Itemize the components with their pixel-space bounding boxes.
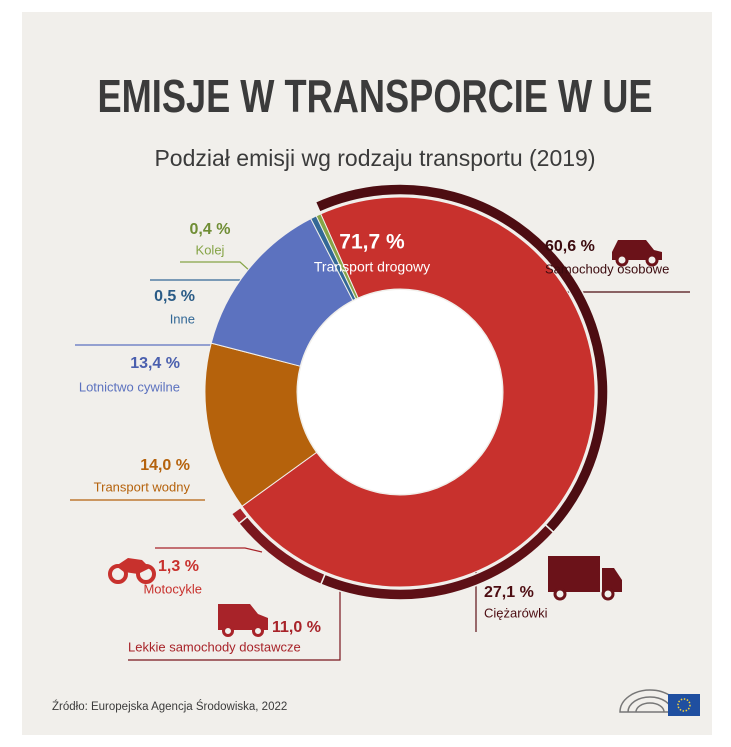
breakdown-category-label: Samochody osobowe <box>545 261 669 276</box>
donut-segment <box>241 196 596 588</box>
motorcycle-icon <box>108 558 156 584</box>
chart-title: EMISJE W TRANSPORCIE W UE <box>98 70 653 122</box>
breakdown-value-label: 27,1 % <box>484 584 534 601</box>
van-icon <box>218 604 268 637</box>
donut-hole <box>298 290 502 494</box>
leader-lekkie <box>128 590 341 661</box>
chart-subtitle: Podział emisji wg rodzaju transportu (20… <box>154 145 595 171</box>
icons <box>108 240 662 637</box>
breakdown-value-label: 1,3 % <box>158 558 199 575</box>
car-icon <box>612 240 662 267</box>
category-label: Lotnictwo cywilne <box>79 379 180 394</box>
breakdown-value-label: 60,6 % <box>545 238 595 255</box>
breakdown-category-label: Lekkie samochody dostawcze <box>128 639 301 654</box>
truck-icon <box>548 556 622 601</box>
value-label: 0,5 % <box>154 288 195 305</box>
ep-logo <box>619 689 700 716</box>
source-note: Źródło: Europejska Agencja Środowiska, 2… <box>52 700 287 713</box>
value-label: 14,0 % <box>140 457 190 474</box>
category-label: Inne <box>170 311 195 326</box>
category-label: Transport drogowy <box>314 259 430 275</box>
donut-segment <box>315 213 359 300</box>
donut <box>204 183 609 601</box>
value-label: 0,4 % <box>190 221 231 238</box>
value-label: 71,7 % <box>339 231 405 254</box>
breakdown-category-label: Ciężarówki <box>484 605 548 620</box>
breakdown-category-label: Motocykle <box>143 581 202 596</box>
value-label: 13,4 % <box>130 355 180 372</box>
category-label: Kolej <box>196 242 225 257</box>
labels: 71,7 % Transport drogowy 14,0 % Transport w… <box>79 221 669 654</box>
leader-motocykle <box>155 547 263 553</box>
breakdown-segment <box>230 506 249 525</box>
category-label: Transport wodny <box>94 479 191 494</box>
breakdown-value-label: 11,0 % <box>272 619 321 636</box>
